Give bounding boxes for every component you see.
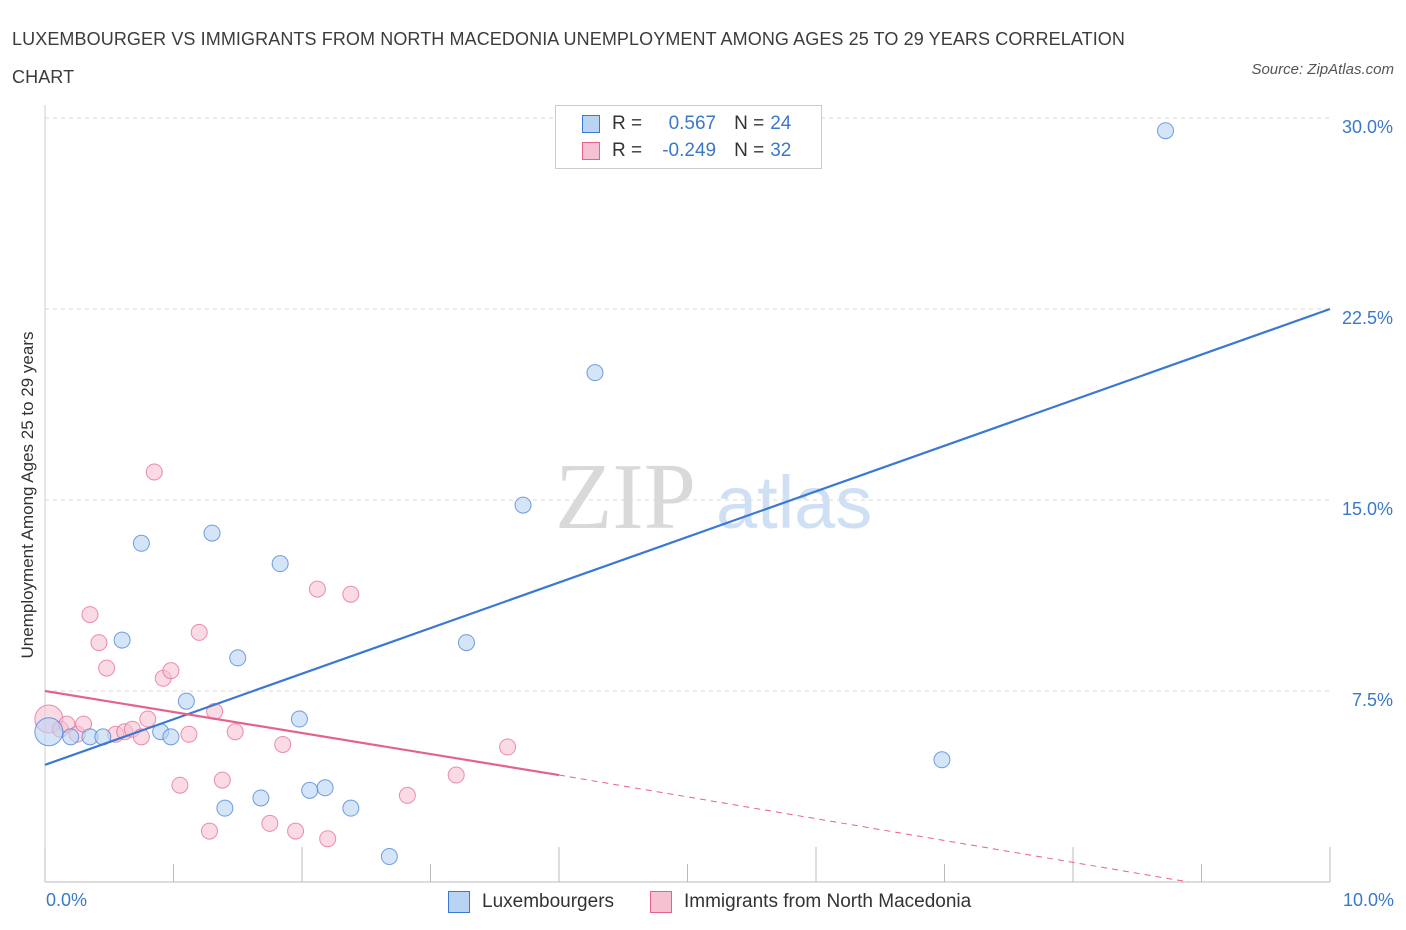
legend-row-immigrants: R = -0.249 N = 32 — [582, 138, 791, 164]
r-label: R = — [612, 140, 643, 161]
immigrant-point — [139, 710, 157, 728]
luxembourger-point — [586, 364, 604, 382]
luxembourger-point — [62, 728, 80, 746]
legend-label: Immigrants from North Macedonia — [684, 891, 972, 912]
immigrant-point — [162, 662, 180, 680]
y-axis-title: Unemployment Among Ages 25 to 29 years — [18, 331, 37, 659]
luxembourger-point — [290, 710, 308, 728]
luxembourger-point — [514, 496, 532, 514]
x-tick-label-min: 0.0% — [46, 890, 88, 910]
y-tick-labels: 7.5% 15.0% 22.5% 30.0% — [1342, 117, 1393, 710]
luxembourger-point — [301, 781, 319, 799]
immigrant-point — [319, 830, 337, 848]
immigrant-point — [447, 766, 465, 784]
correlation-legend: R = 0.567 N = 24 R = -0.249 N = 32 — [555, 105, 822, 169]
n-value: 32 — [770, 140, 792, 161]
watermark-zip: ZIP — [555, 445, 696, 549]
immigrant-point — [398, 786, 416, 804]
n-label: N = — [734, 113, 765, 134]
luxembourger-point — [271, 555, 289, 573]
immigrant-point — [180, 725, 198, 743]
immigrant-point — [342, 585, 360, 603]
y-tick-label: 15.0% — [1342, 499, 1393, 519]
luxembourger-point — [132, 534, 150, 552]
bottom-legend-luxembourgers: Luxembourgers — [448, 889, 614, 915]
watermark: ZIP atlas — [555, 445, 872, 549]
blue-swatch — [582, 115, 600, 133]
luxembourger-point — [1157, 122, 1175, 140]
immigrant-point — [145, 463, 163, 481]
immigrant-point — [261, 814, 279, 832]
luxembourger-point — [34, 717, 64, 747]
trend-lines — [44, 307, 1331, 883]
r-value: -0.249 — [662, 140, 717, 161]
r-label: R = — [612, 113, 643, 134]
luxembourger-point — [316, 779, 334, 797]
n-label: N = — [734, 140, 765, 161]
luxembourger-point — [203, 524, 221, 542]
data-points — [34, 122, 1175, 866]
y-tick-label: 30.0% — [1342, 117, 1393, 137]
x-axis — [44, 105, 1331, 883]
bottom-legend-immigrants: Immigrants from North Macedonia — [650, 889, 971, 915]
immigrant-trend-line — [44, 689, 560, 777]
grid-lines — [45, 117, 1330, 692]
y-tick-label: 22.5% — [1342, 308, 1393, 328]
immigrant-point — [81, 606, 99, 624]
immigrant-point — [190, 623, 208, 641]
immigrant-point — [98, 659, 116, 677]
luxembourger-point — [380, 848, 398, 866]
luxembourger-point — [457, 634, 475, 652]
immigrant-point — [200, 822, 218, 840]
blue-swatch — [448, 891, 470, 913]
source-label: Source: ZipAtlas.com — [1251, 61, 1394, 78]
legend-label: Luxembourgers — [482, 891, 615, 912]
n-value: 24 — [770, 113, 792, 134]
immigrant-point — [274, 735, 292, 753]
watermark-atlas: atlas — [716, 461, 872, 544]
immigrant-point — [287, 822, 305, 840]
pink-swatch — [650, 891, 672, 913]
immigrant-point — [308, 580, 326, 598]
luxembourger-point — [229, 649, 247, 667]
luxembourger-point — [162, 728, 180, 746]
luxembourger-point — [933, 751, 951, 769]
y-tick-label: 7.5% — [1352, 690, 1393, 710]
luxembourger-point — [216, 799, 234, 817]
r-value: 0.567 — [668, 113, 717, 134]
immigrant-point — [90, 634, 108, 652]
immigrant-point — [171, 776, 189, 794]
luxembourger-trend-line — [44, 307, 1331, 766]
immigrant-point — [213, 771, 231, 789]
legend-row-luxembourgers: R = 0.567 N = 24 — [582, 111, 791, 137]
luxembourger-point — [252, 789, 270, 807]
immigrant-trend-extension — [558, 774, 1189, 883]
immigrant-point — [226, 723, 244, 741]
immigrant-point — [499, 738, 517, 756]
x-tick-label-max: 10.0% — [1342, 890, 1394, 910]
luxembourger-point — [113, 631, 131, 649]
chart-title: LUXEMBOURGER VS IMMIGRANTS FROM NORTH MA… — [12, 29, 1126, 87]
luxembourger-point — [177, 692, 195, 710]
pink-swatch — [582, 142, 600, 160]
luxembourger-point — [342, 799, 360, 817]
